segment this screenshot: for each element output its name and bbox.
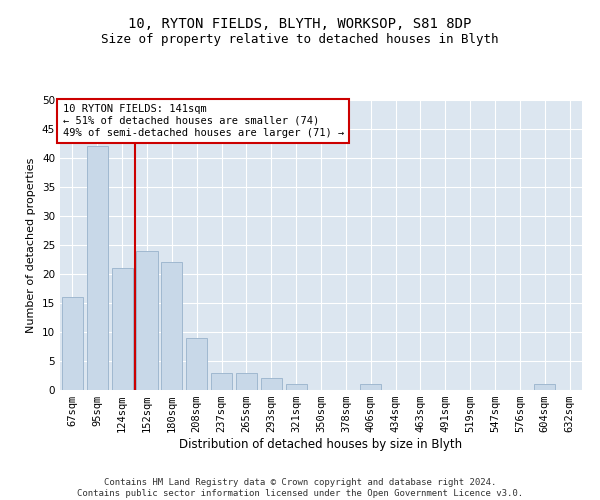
Bar bbox=[112, 268, 133, 390]
Y-axis label: Number of detached properties: Number of detached properties bbox=[26, 158, 37, 332]
Bar bbox=[186, 338, 207, 390]
Text: Size of property relative to detached houses in Blyth: Size of property relative to detached ho… bbox=[101, 32, 499, 46]
Bar bbox=[236, 372, 257, 390]
X-axis label: Distribution of detached houses by size in Blyth: Distribution of detached houses by size … bbox=[179, 438, 463, 451]
Bar bbox=[62, 297, 83, 390]
Bar bbox=[211, 372, 232, 390]
Text: Contains HM Land Registry data © Crown copyright and database right 2024.
Contai: Contains HM Land Registry data © Crown c… bbox=[77, 478, 523, 498]
Bar bbox=[87, 146, 108, 390]
Text: 10, RYTON FIELDS, BLYTH, WORKSOP, S81 8DP: 10, RYTON FIELDS, BLYTH, WORKSOP, S81 8D… bbox=[128, 18, 472, 32]
Bar bbox=[360, 384, 381, 390]
Bar bbox=[261, 378, 282, 390]
Text: 10 RYTON FIELDS: 141sqm
← 51% of detached houses are smaller (74)
49% of semi-de: 10 RYTON FIELDS: 141sqm ← 51% of detache… bbox=[62, 104, 344, 138]
Bar bbox=[161, 262, 182, 390]
Bar bbox=[136, 251, 158, 390]
Bar bbox=[286, 384, 307, 390]
Bar bbox=[534, 384, 555, 390]
